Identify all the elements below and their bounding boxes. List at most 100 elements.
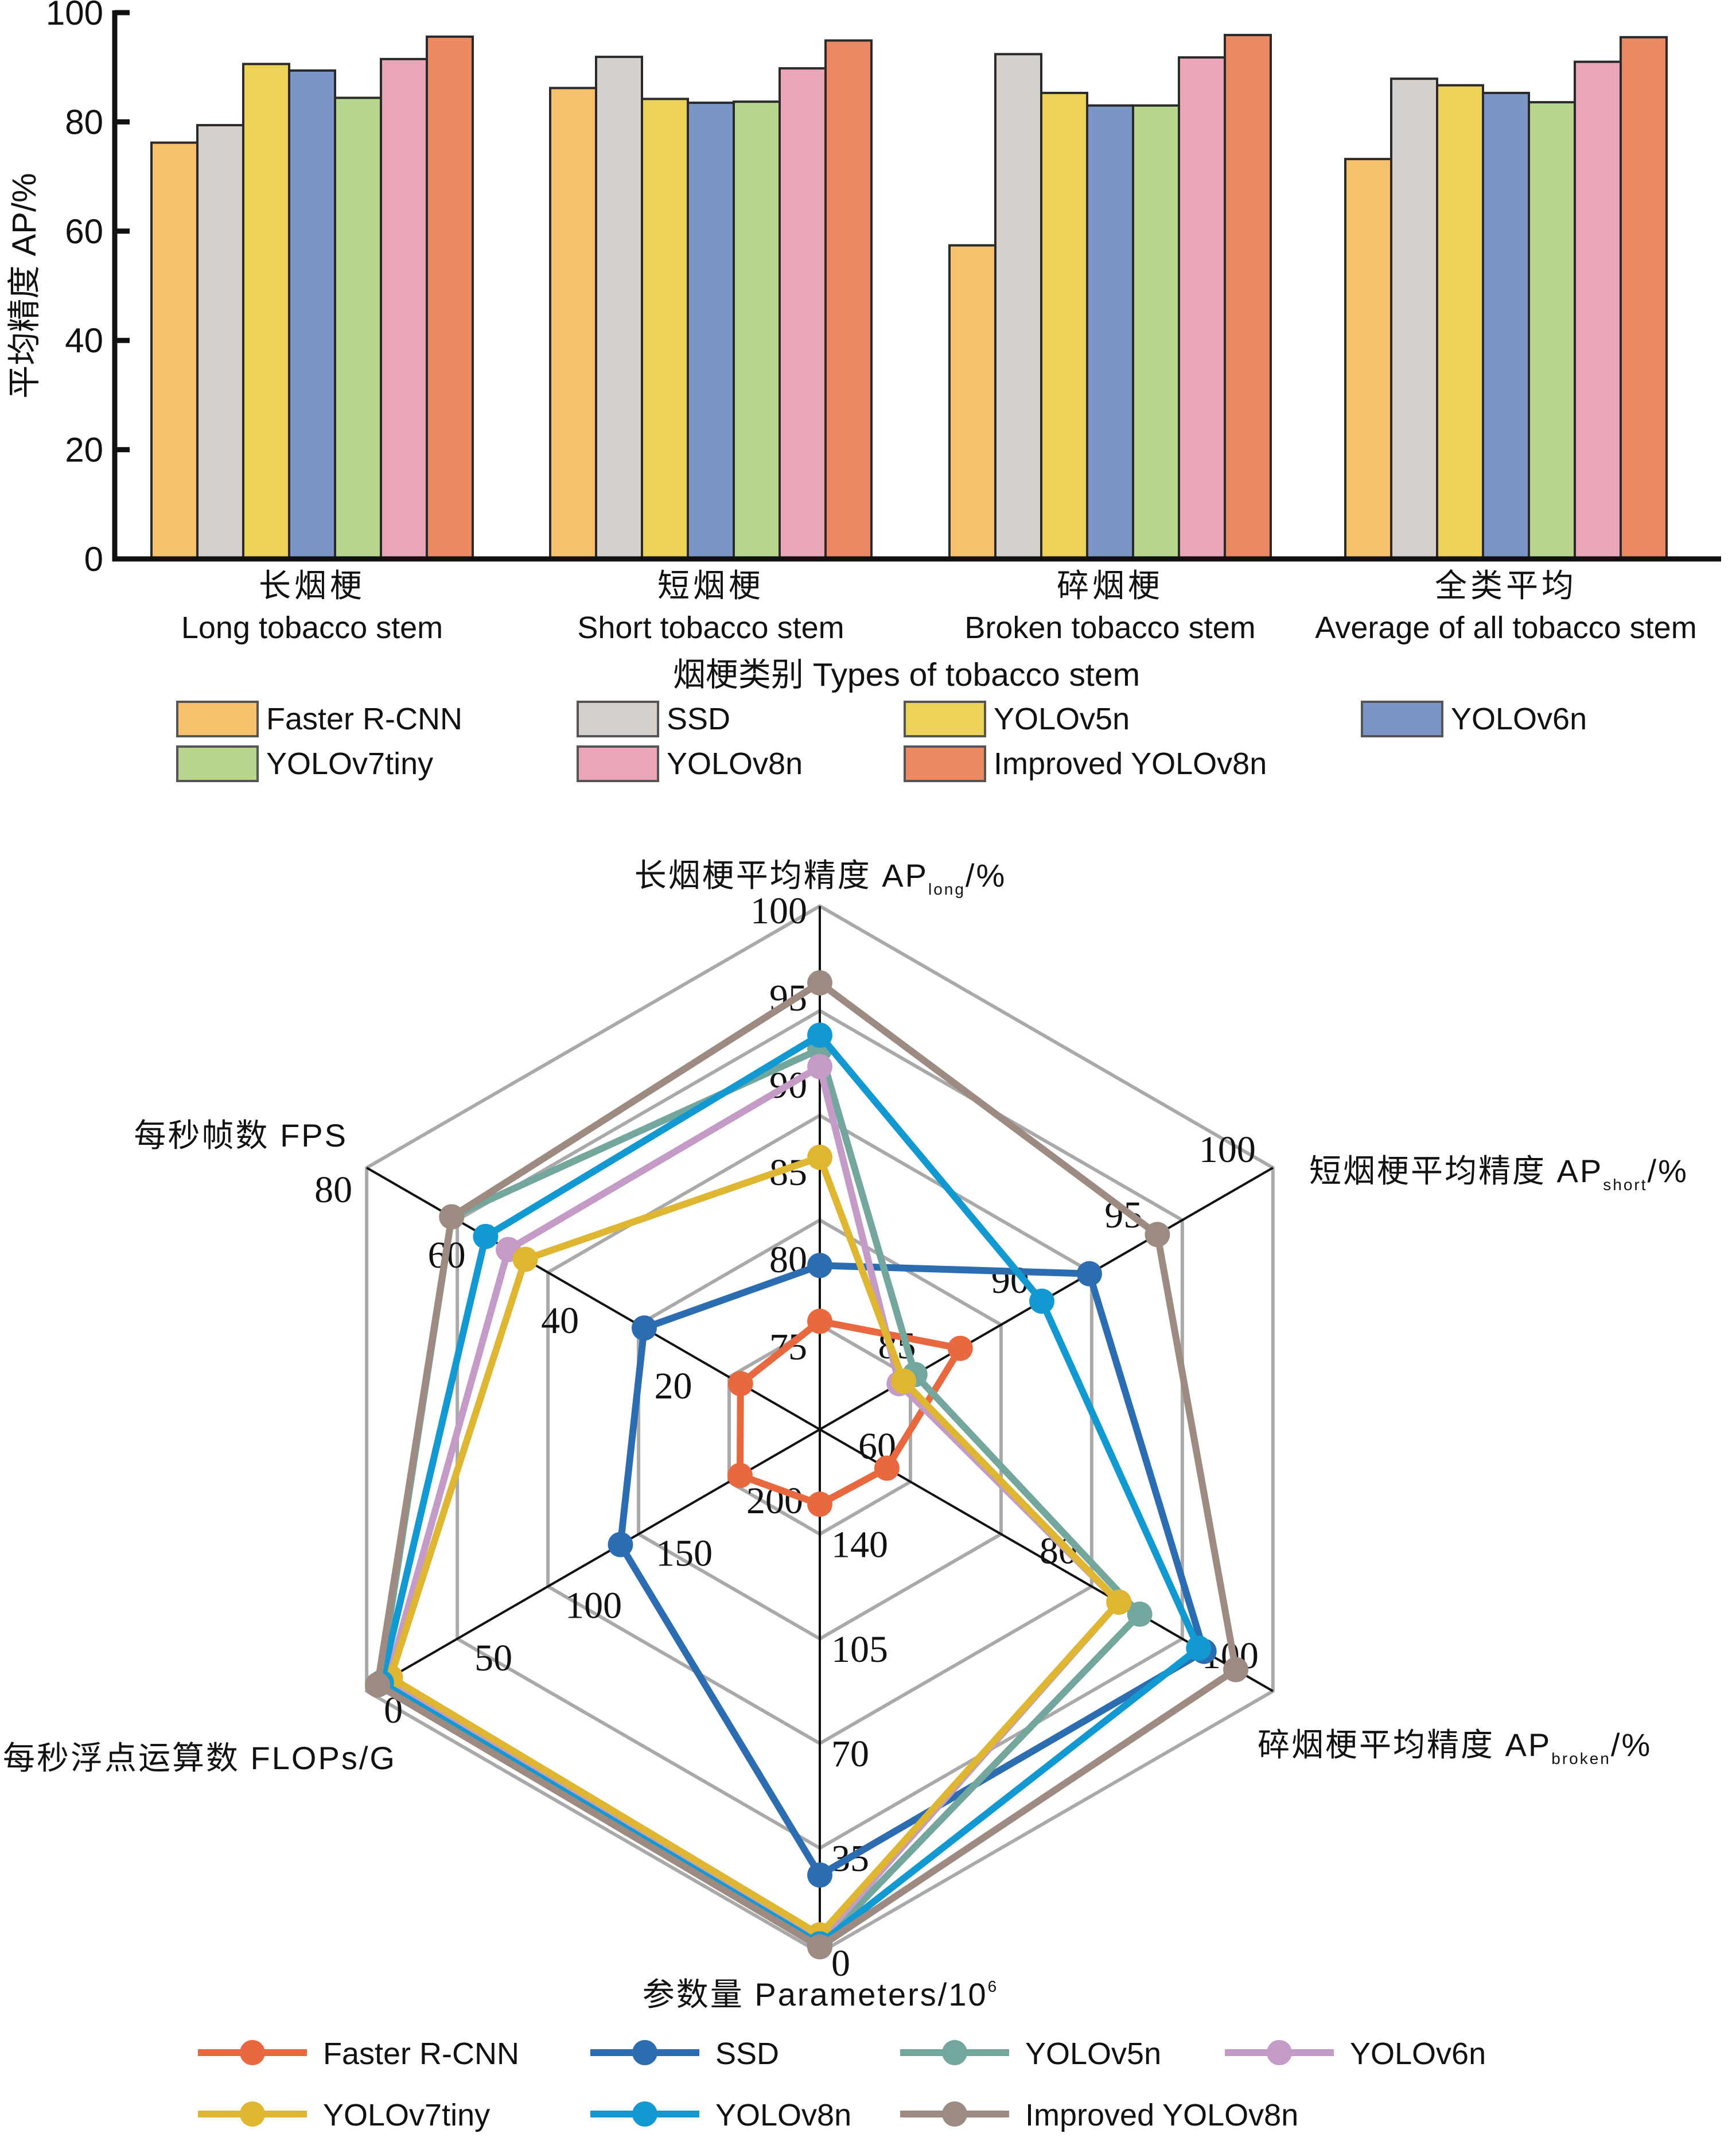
- radar-axis-title-sub: 6: [988, 1977, 999, 1995]
- legend-label: SSD: [667, 702, 730, 736]
- bar-yolov8n: [380, 57, 428, 561]
- legend-marker: [632, 2040, 657, 2065]
- bar-ssd: [1390, 77, 1438, 560]
- category-label-zh: 碎烟梗: [1057, 568, 1163, 604]
- legend-marker: [1267, 2040, 1292, 2065]
- radar-point-improved-yolov8n: [807, 1934, 832, 1960]
- y-tick-label: 100: [46, 0, 103, 32]
- radar-tick-label: 140: [831, 1524, 888, 1565]
- category-label-zh: 全类平均: [1435, 568, 1577, 604]
- radar-point-yolov8n: [473, 1223, 499, 1249]
- radar-axis-titles: 长烟梗平均精度 APlong/%短烟梗平均精度 APshort/%碎烟梗平均精度…: [3, 857, 1688, 2012]
- category-label-zh: 短烟梗: [657, 568, 764, 604]
- radar-axis-title-main: 碎烟梗平均精度 AP: [1258, 1727, 1551, 1763]
- bar-marks: [150, 34, 1668, 561]
- radar-point-yolov8n: [1029, 1288, 1055, 1314]
- x-axis-label: 烟梗类别 Types of tobacco stem: [673, 656, 1140, 693]
- bar-yolov5n: [1436, 84, 1484, 560]
- radar-point-yolov7tiny: [1106, 1589, 1132, 1615]
- radar-point-faster-r-cnn: [947, 1335, 973, 1361]
- radar-point-faster-r-cnn: [874, 1455, 900, 1481]
- radar-point-improved-yolov8n: [365, 1672, 391, 1698]
- radar-legend: Faster R-CNN SSD YOLOv5n YOLOv6n YOLOv7tiny Y…: [198, 2037, 1486, 2132]
- radar-point-improved-yolov8n: [807, 970, 832, 996]
- legend-swatch: [577, 701, 659, 737]
- bar-yolov5n: [1040, 91, 1088, 561]
- radar-tick-label: 40: [541, 1300, 579, 1342]
- y-tick-label: 80: [65, 103, 103, 141]
- bar-faster-r-cnn: [948, 244, 997, 560]
- legend-label: YOLOv6n: [1350, 2037, 1486, 2071]
- legend-swatch: [904, 701, 986, 737]
- radar-point-improved-yolov8n: [1145, 1222, 1170, 1248]
- radar-tick-label: 100: [565, 1585, 622, 1627]
- category-label-en: Long tobacco stem: [181, 611, 443, 645]
- legend-swatch: [577, 745, 659, 782]
- legend-label: YOLOv8n: [667, 747, 803, 781]
- bar-legend: Faster R-CNN SSD YOLOv5n YOLOv6n YOLOv7tiny Y…: [176, 701, 1587, 782]
- legend-label: Improved YOLOv8n: [994, 747, 1267, 781]
- bar-faster-r-cnn: [549, 87, 597, 561]
- bar-ssd: [595, 56, 643, 560]
- radar-tick-label: 150: [656, 1532, 713, 1574]
- legend-swatch: [176, 701, 259, 737]
- radar-point-ssd: [807, 1862, 832, 1888]
- legend-label: Faster R-CNN: [266, 702, 462, 736]
- radar-point-improved-yolov8n: [1223, 1657, 1249, 1683]
- radar-series: [365, 970, 1249, 1960]
- bar-improved-yolov8n: [1224, 34, 1272, 561]
- radar-axis-title-unit: /%: [966, 857, 1006, 893]
- radar-point-yolov7tiny: [891, 1368, 917, 1394]
- bar-yolov7tiny: [733, 100, 781, 560]
- bar-yolov6n: [687, 102, 735, 560]
- legend-marker: [240, 2040, 265, 2065]
- radar-point-ssd: [807, 1253, 832, 1279]
- radar-tick-label: 0: [831, 1942, 850, 1984]
- radar-axis-title-main: 每秒浮点运算数 FLOPs/G: [3, 1740, 396, 1776]
- radar-axis-title-sub: long: [928, 880, 966, 898]
- y-axis-ticks: 0 20 40 60 80 100: [46, 0, 130, 578]
- radar-point-ssd: [608, 1532, 633, 1557]
- legend-swatch: [904, 745, 986, 782]
- radar-point-yolov7tiny: [807, 1144, 832, 1170]
- category-label-zh: 长烟梗: [259, 568, 365, 604]
- category-label-en: Broken tobacco stem: [964, 611, 1255, 645]
- radar-tick-label: 80: [314, 1169, 352, 1211]
- y-tick-label: 0: [84, 540, 103, 578]
- radar-axis-title-main: 短烟梗平均精度 AP: [1309, 1153, 1603, 1189]
- radar-point-faster-r-cnn: [807, 1308, 832, 1334]
- bar-yolov7tiny: [1528, 101, 1576, 561]
- category-label-en: Average of all tobacco stem: [1315, 611, 1696, 645]
- radar-point-faster-r-cnn: [727, 1463, 753, 1489]
- legend-label: YOLOv8n: [715, 2098, 851, 2132]
- bar-ssd: [994, 53, 1042, 561]
- radar-tick-label: 100: [1199, 1129, 1256, 1171]
- y-axis-label: 平均精度 AP/%: [6, 173, 43, 398]
- radar-axis-line-fps: [366, 1167, 820, 1431]
- bar-yolov5n: [641, 98, 689, 560]
- legend-label: YOLOv6n: [1451, 702, 1587, 736]
- radar-axis-title-main: 每秒帧数 FPS: [134, 1117, 348, 1153]
- legend-label: YOLOv7tiny: [266, 747, 433, 781]
- legend-marker: [240, 2101, 265, 2127]
- bar-yolov7tiny: [334, 96, 382, 560]
- radar-point-yolov8n: [807, 1022, 832, 1048]
- radar-axis-title: 短烟梗平均精度 APshort/%: [1309, 1153, 1688, 1194]
- bar-yolov6n: [1086, 104, 1134, 560]
- bar-yolov8n: [779, 67, 827, 560]
- category-label-en: Short tobacco stem: [577, 611, 844, 645]
- radar-point-improved-yolov8n: [439, 1204, 465, 1230]
- radar-axis-title-unit: /%: [1648, 1153, 1688, 1189]
- radar-axis-title: 每秒帧数 FPS: [134, 1117, 348, 1153]
- radar-line-improved-yolov8n: [374, 979, 1240, 1950]
- legend-label: YOLOv5n: [994, 702, 1130, 736]
- radar-axis-title-sub: broken: [1551, 1750, 1611, 1767]
- radar-point-faster-r-cnn: [807, 1491, 832, 1517]
- category-labels: 长烟梗 Long tobacco stem 短烟梗 Short tobacco ste…: [181, 568, 1697, 645]
- bar-yolov8n: [1178, 56, 1226, 560]
- radar-axis-title: 碎烟梗平均精度 APbroken/%: [1258, 1727, 1652, 1767]
- legend-label: YOLOv7tiny: [323, 2098, 490, 2132]
- radar-axis-title-unit: /%: [1611, 1727, 1652, 1763]
- bar-improved-yolov8n: [824, 39, 873, 560]
